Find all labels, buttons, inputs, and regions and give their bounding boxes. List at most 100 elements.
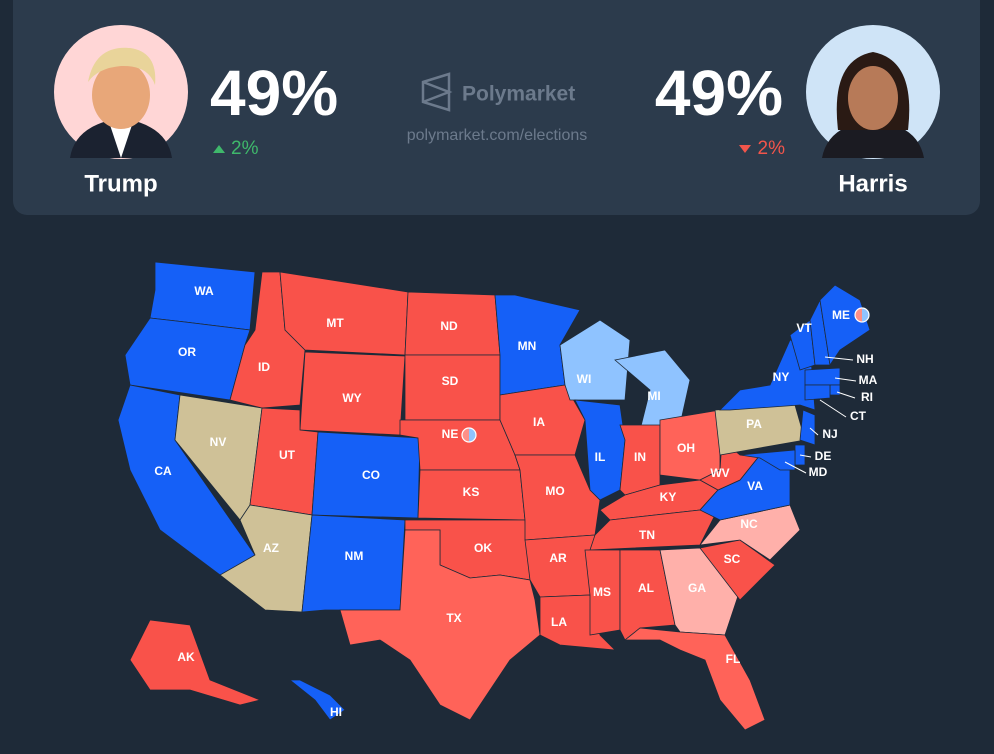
state-label: IA bbox=[533, 415, 545, 429]
state-label: MD bbox=[809, 465, 828, 479]
state-label: CA bbox=[154, 464, 172, 478]
state-label: ME bbox=[832, 308, 850, 322]
state-label: FL bbox=[726, 652, 741, 666]
state-label: NY bbox=[773, 370, 790, 384]
state-label: MO bbox=[545, 484, 564, 498]
state-shape bbox=[574, 399, 626, 501]
state-label: IN bbox=[634, 450, 646, 464]
state-label: SC bbox=[724, 552, 741, 566]
candidate-photo bbox=[806, 25, 940, 159]
state-label: MI bbox=[647, 389, 660, 403]
state-label: MA bbox=[859, 373, 878, 387]
candidate-name: Harris bbox=[838, 170, 907, 197]
state-label: NJ bbox=[822, 427, 837, 441]
state-shape bbox=[804, 384, 831, 401]
state-shape bbox=[623, 627, 766, 731]
state-label: NH bbox=[856, 352, 873, 366]
state-shape bbox=[339, 529, 541, 721]
change-value: 2% bbox=[758, 138, 786, 159]
leader-line bbox=[836, 391, 856, 399]
state-label: HI bbox=[330, 705, 342, 719]
changes: 2% 2% bbox=[213, 138, 785, 159]
us-map: WA OR CA NV ID MT WY UT AZ CO NM ND SD NE KS OK TX MN IA MO… bbox=[117, 261, 878, 731]
photo-hair bbox=[88, 47, 156, 85]
change-arrow bbox=[739, 145, 751, 153]
change-value: 2% bbox=[231, 138, 259, 159]
leader-line bbox=[809, 427, 819, 436]
state-label: GA bbox=[688, 581, 706, 595]
state-label: RI bbox=[861, 390, 873, 404]
state-shape bbox=[739, 449, 796, 471]
state-label: ID bbox=[258, 360, 270, 374]
state-label: WV bbox=[710, 466, 729, 480]
split-marker-ring bbox=[854, 307, 870, 323]
state-label: UT bbox=[279, 448, 296, 462]
leader-line bbox=[819, 399, 847, 418]
state-shape bbox=[279, 271, 409, 356]
state-shape bbox=[699, 539, 776, 601]
brand-url: polymarket.com/elections bbox=[407, 127, 588, 144]
leader-line bbox=[834, 377, 857, 382]
split-marker-ring bbox=[461, 427, 477, 443]
candidate-percent: 49% bbox=[210, 57, 338, 129]
state-label: WI bbox=[577, 372, 592, 386]
split-marker bbox=[855, 308, 862, 322]
state-shape bbox=[129, 619, 262, 706]
split-marker bbox=[462, 428, 469, 442]
state-label: PA bbox=[746, 417, 762, 431]
state-shape bbox=[819, 284, 871, 367]
state-shape bbox=[829, 384, 841, 396]
state-label: IL bbox=[595, 450, 606, 464]
state-label: MS bbox=[593, 585, 611, 599]
brand-name: Polymarket bbox=[462, 83, 575, 106]
state-label: MN bbox=[518, 339, 537, 353]
state-label: OK bbox=[474, 541, 492, 555]
state-shape bbox=[799, 409, 816, 446]
state-label: CO bbox=[362, 468, 380, 482]
state-shape bbox=[301, 514, 406, 613]
state-label: NE bbox=[442, 427, 459, 441]
state-label: OR bbox=[178, 345, 196, 359]
leader-line bbox=[784, 461, 807, 474]
state-label: DE bbox=[815, 449, 832, 463]
leader-line bbox=[824, 356, 854, 361]
state-label: WY bbox=[342, 391, 361, 405]
state-label: AR bbox=[549, 551, 567, 565]
state-shape bbox=[584, 549, 621, 636]
state-label: SD bbox=[442, 374, 459, 388]
photo-face bbox=[92, 61, 150, 129]
state-label: AK bbox=[177, 650, 195, 664]
candidate-percent: 49% bbox=[655, 57, 783, 129]
state-shape bbox=[804, 367, 841, 386]
state-label: MT bbox=[326, 316, 344, 330]
photo-face bbox=[848, 66, 898, 130]
state-label: LA bbox=[551, 615, 567, 629]
split-marker bbox=[862, 308, 869, 322]
state-label: NV bbox=[210, 435, 227, 449]
state-label: NC bbox=[740, 517, 758, 531]
state-label: WA bbox=[194, 284, 214, 298]
state-label: TN bbox=[639, 528, 655, 542]
state-label: AL bbox=[638, 581, 654, 595]
photo-shirt bbox=[110, 125, 132, 158]
state-label: NM bbox=[345, 549, 364, 563]
split-marker bbox=[469, 428, 476, 442]
change-arrow bbox=[213, 145, 225, 153]
state-label: TX bbox=[446, 611, 461, 625]
state-label: KS bbox=[463, 485, 480, 499]
state-label: ND bbox=[440, 319, 458, 333]
leader-line bbox=[799, 454, 812, 458]
state-shape bbox=[288, 679, 346, 721]
state-label: VA bbox=[747, 479, 763, 493]
state-shape bbox=[559, 319, 631, 401]
brand-logo bbox=[421, 72, 453, 112]
state-label: KY bbox=[660, 490, 677, 504]
state-label: AZ bbox=[263, 541, 279, 555]
state-label: VT bbox=[796, 321, 812, 335]
header-card bbox=[13, 0, 980, 215]
state-shape bbox=[524, 534, 596, 598]
candidate-name: Trump bbox=[84, 170, 157, 197]
state-label: CT bbox=[850, 409, 867, 423]
